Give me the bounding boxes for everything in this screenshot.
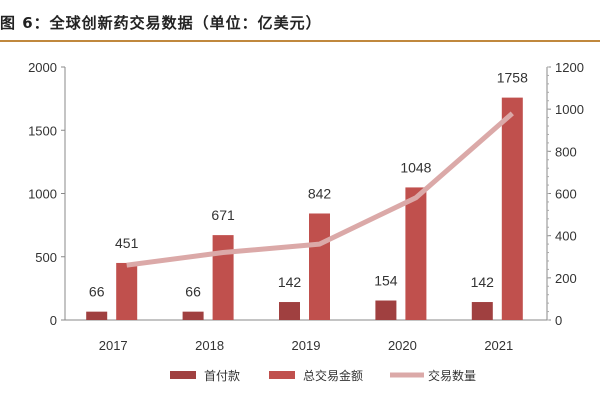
data-label: 842 [308, 185, 332, 201]
legend-swatch [170, 371, 196, 379]
left-tick-label: 0 [50, 313, 57, 328]
right-tick-label: 200 [555, 271, 577, 286]
legend-label: 总交易金额 [303, 368, 363, 383]
x-tick-label: 2019 [292, 338, 321, 353]
data-label: 142 [278, 274, 302, 290]
left-tick-label: 1000 [28, 187, 57, 202]
title-divider [0, 40, 600, 42]
right-tick-label: 800 [555, 144, 577, 159]
right-tick-label: 600 [555, 187, 577, 202]
x-tick-label: 2020 [388, 338, 417, 353]
bar-首付款 [86, 311, 108, 320]
bar-首付款 [471, 302, 493, 320]
legend-swatch [269, 371, 295, 379]
right-tick-label: 1000 [555, 102, 584, 117]
data-label: 154 [374, 273, 398, 289]
bar-总交易金额 [501, 97, 523, 320]
right-tick-label: 400 [555, 229, 577, 244]
right-tick-label: 1200 [555, 60, 584, 75]
left-tick-label: 2000 [28, 60, 57, 75]
bar-总交易金额 [405, 187, 427, 320]
x-tick-label: 2021 [484, 338, 513, 353]
bar-首付款 [375, 300, 397, 320]
right-tick-label: 0 [555, 313, 562, 328]
data-label: 142 [471, 274, 495, 290]
data-label: 451 [115, 235, 139, 251]
bar-首付款 [279, 302, 300, 320]
legend-label: 首付款 [204, 369, 240, 383]
line-交易数量 [126, 111, 514, 268]
bar-总交易金额 [116, 262, 138, 320]
chart-title: 图 6：全球创新药交易数据（单位：亿美元） [0, 14, 322, 32]
data-label: 66 [185, 284, 201, 300]
bar-首付款 [182, 311, 204, 320]
legend-label: 交易数量 [428, 368, 476, 383]
bar-总交易金额 [212, 235, 234, 320]
data-label: 671 [211, 207, 235, 223]
data-label: 1048 [400, 159, 431, 175]
data-label: 1758 [497, 70, 528, 86]
left-tick-label: 500 [35, 250, 57, 265]
x-tick-label: 2018 [195, 338, 224, 353]
left-tick-label: 1500 [28, 123, 57, 138]
bar-总交易金额 [309, 213, 330, 320]
data-label: 66 [89, 284, 105, 300]
x-tick-label: 2017 [99, 338, 128, 353]
